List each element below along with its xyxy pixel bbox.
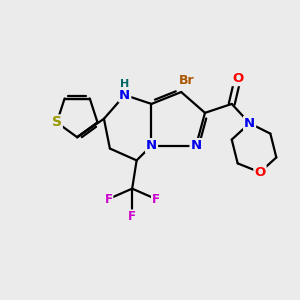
Text: N: N xyxy=(190,139,202,152)
Text: F: F xyxy=(128,210,136,224)
Text: H: H xyxy=(120,79,129,89)
Text: O: O xyxy=(232,72,243,85)
Text: F: F xyxy=(152,193,160,206)
Text: O: O xyxy=(254,166,266,179)
Text: S: S xyxy=(52,116,62,129)
Text: N: N xyxy=(244,117,255,130)
Text: N: N xyxy=(119,88,130,101)
Text: Br: Br xyxy=(179,74,195,87)
Text: F: F xyxy=(104,193,112,206)
Text: N: N xyxy=(146,139,157,152)
